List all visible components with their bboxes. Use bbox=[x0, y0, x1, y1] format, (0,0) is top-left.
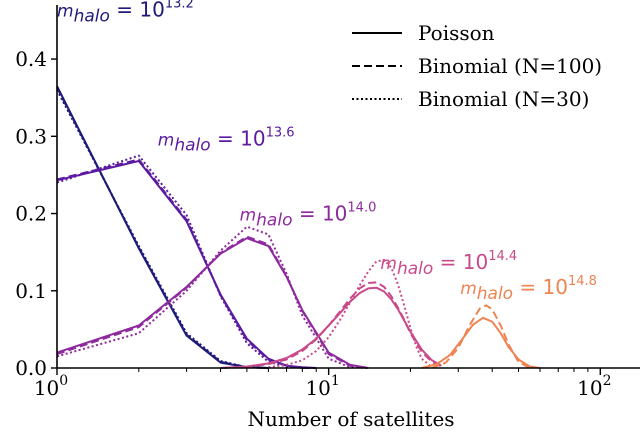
legend-label-dotted: Binomial (N=30) bbox=[418, 87, 589, 111]
y-tick-label: 0.1 bbox=[15, 279, 47, 303]
series-line-1-dotted bbox=[56, 89, 269, 369]
y-tick-label: 0.0 bbox=[15, 356, 47, 380]
annotation-3: mhalo = 1014.0 bbox=[240, 201, 377, 231]
annotations-layer: mhalo = 1013.2 mhalo = 1013.6 mhalo = 1014… bbox=[57, 0, 597, 304]
series-line-2-solid bbox=[56, 160, 317, 369]
series-line-3-dashed bbox=[56, 235, 369, 369]
curves-layer bbox=[56, 85, 541, 369]
series-line-3-dotted bbox=[56, 225, 369, 369]
legend-label-dashed: Binomial (N=100) bbox=[418, 54, 602, 78]
annotation-4: mhalo = 1014.4 bbox=[380, 249, 517, 279]
series-line-5-solid bbox=[421, 316, 541, 369]
annotation-2: mhalo = 1013.6 bbox=[158, 126, 295, 156]
x-tick-label: 102 bbox=[577, 373, 611, 400]
x-tick-label: 101 bbox=[305, 373, 339, 400]
legend: Poisson Binomial (N=100) Binomial (N=30) bbox=[352, 21, 602, 111]
y-tick-label: 0.3 bbox=[15, 124, 47, 148]
annotation-5: mhalo = 1014.8 bbox=[460, 274, 597, 304]
y-tick-label: 0.4 bbox=[15, 47, 47, 71]
series-line-3-solid bbox=[56, 237, 369, 369]
axes-layer: 0.0 0.1 0.2 0.3 0.4 100 101 102 bbox=[15, 5, 640, 400]
annotation-1: mhalo = 1013.2 bbox=[57, 0, 194, 27]
y-tick-label: 0.2 bbox=[15, 202, 47, 226]
x-axis-title: Number of satellites bbox=[247, 407, 454, 431]
series-line-4-dotted bbox=[268, 258, 433, 369]
series-line-4-dashed bbox=[220, 281, 442, 369]
x-tick-label: 100 bbox=[34, 373, 68, 400]
series-line-5-dashed bbox=[431, 304, 531, 369]
legend-label-solid: Poisson bbox=[418, 21, 495, 45]
